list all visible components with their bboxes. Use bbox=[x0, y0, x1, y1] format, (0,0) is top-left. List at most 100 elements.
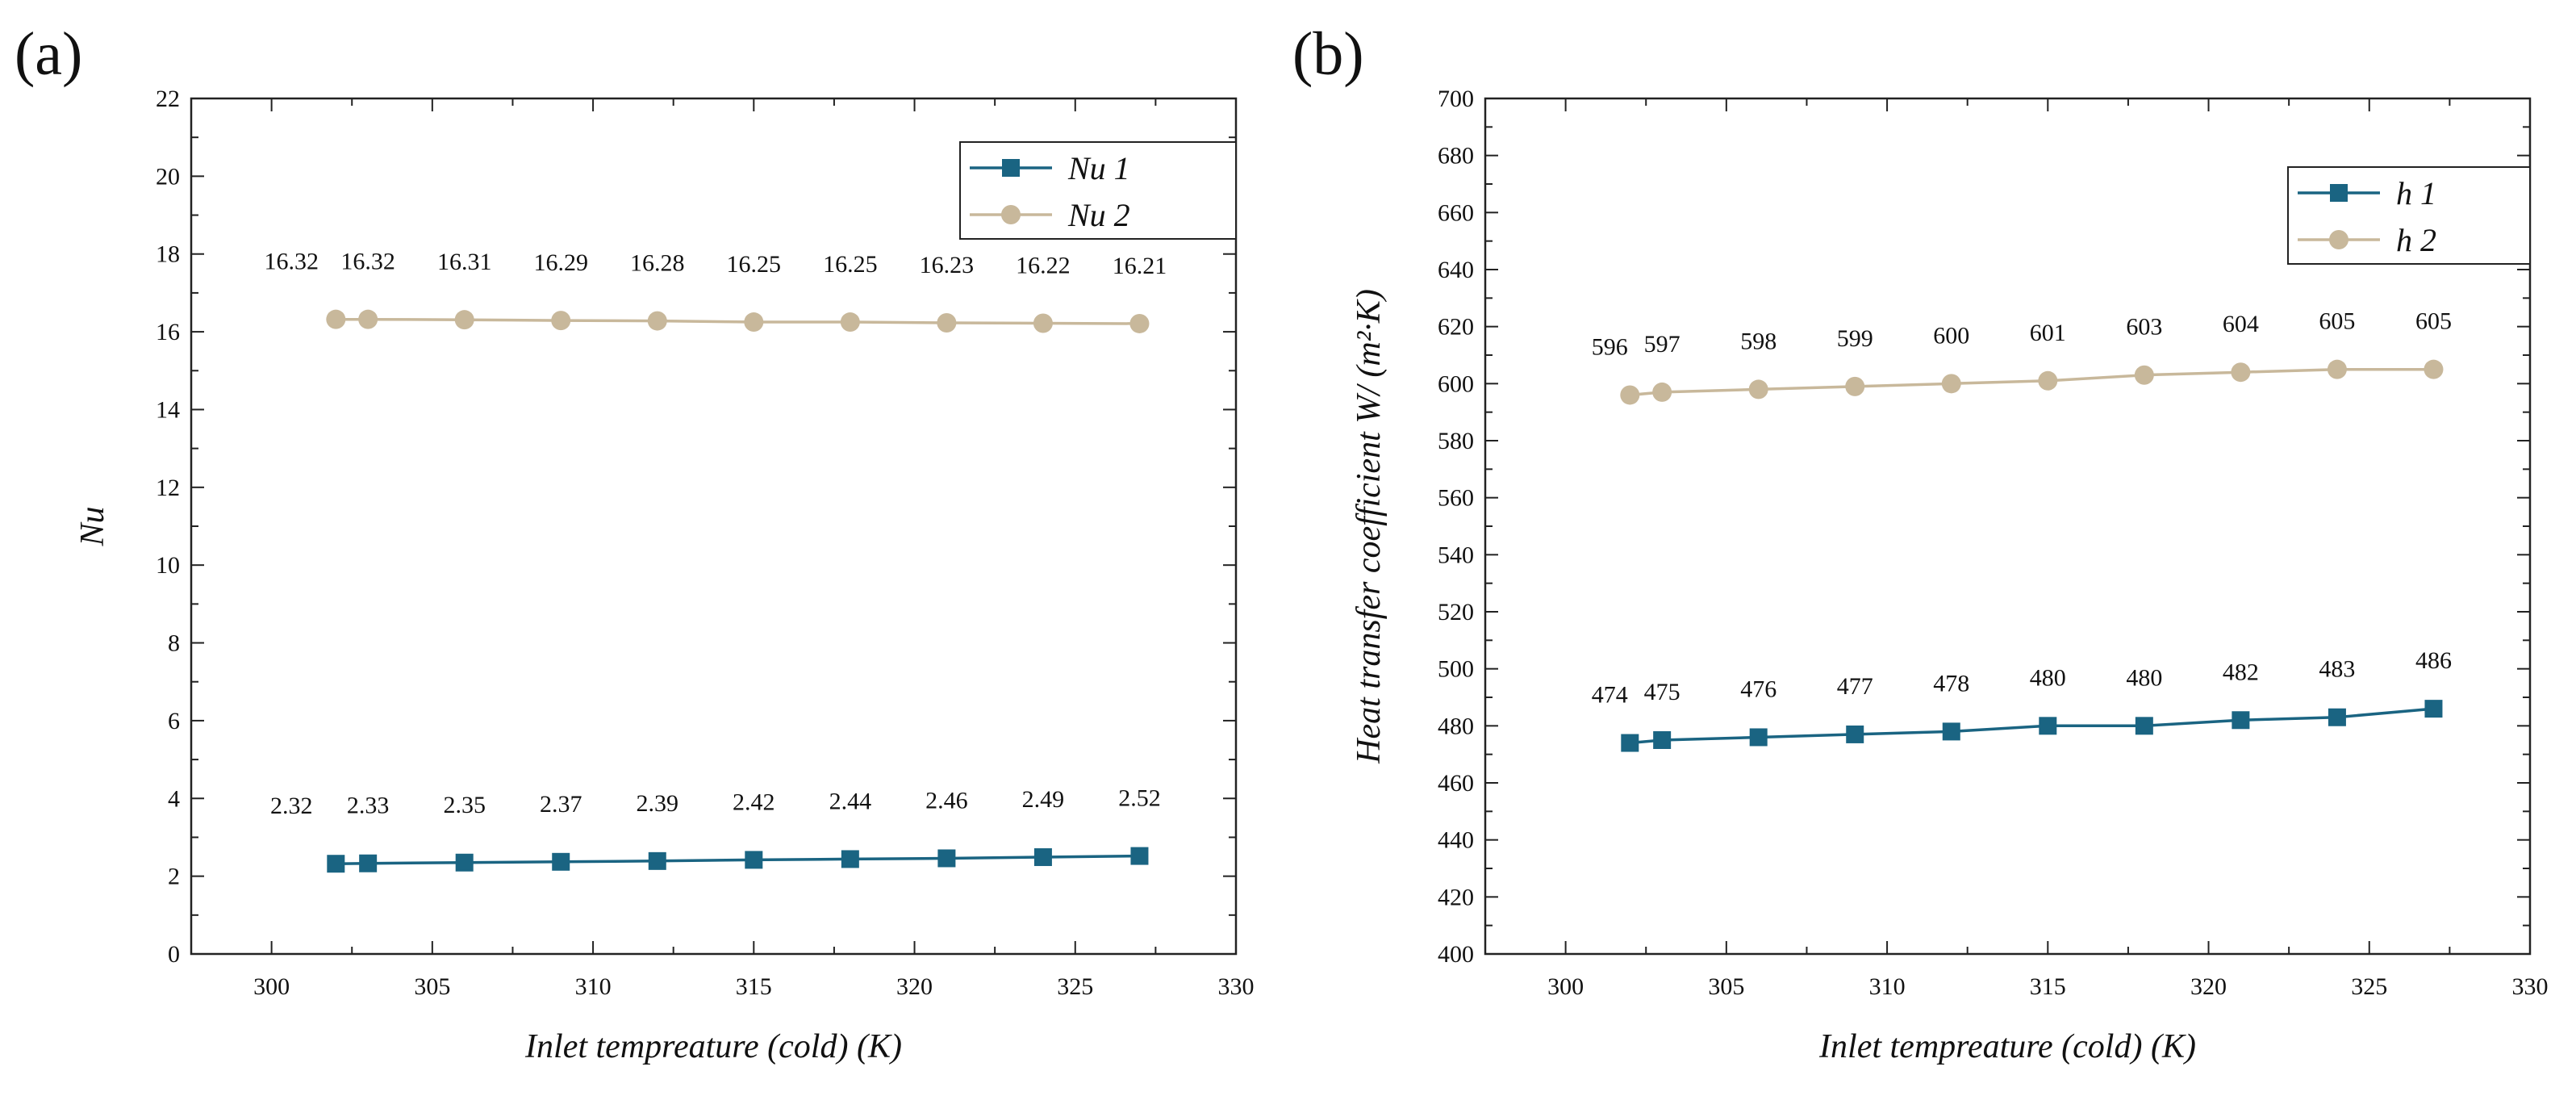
y-tick-label: 460 bbox=[1438, 770, 1474, 797]
data-label: 480 bbox=[2030, 664, 2066, 691]
data-label: 486 bbox=[2415, 647, 2452, 674]
y-tick-label: 660 bbox=[1438, 199, 1474, 226]
y-axis-title: Heat transfer coefficient W/ (m²·K) bbox=[1351, 289, 1388, 764]
y-tick-label: 400 bbox=[1438, 941, 1474, 968]
data-label: 2.37 bbox=[540, 791, 582, 818]
data-label: 16.22 bbox=[1016, 252, 1071, 278]
series-line-0 bbox=[1630, 707, 2434, 745]
legend-label: Nu 2 bbox=[1067, 197, 1130, 233]
y-tick-label: 20 bbox=[156, 163, 180, 190]
data-point-square bbox=[1130, 847, 1149, 865]
data-point-circle bbox=[2134, 365, 2154, 385]
data-point-circle bbox=[1620, 385, 1640, 405]
x-tick-label: 315 bbox=[736, 973, 772, 1000]
data-label: 16.25 bbox=[727, 251, 782, 278]
y-tick-label: 18 bbox=[156, 241, 180, 268]
y-tick-label: 700 bbox=[1438, 86, 1474, 112]
y-tick-label: 440 bbox=[1438, 827, 1474, 854]
data-label: 16.23 bbox=[920, 252, 975, 278]
y-axis-title: Nu bbox=[74, 506, 111, 546]
y-tick-label: 680 bbox=[1438, 143, 1474, 169]
x-tick-label: 320 bbox=[2190, 973, 2227, 1000]
data-point-circle bbox=[937, 313, 957, 333]
legend: Nu 1 Nu 2 bbox=[959, 141, 1237, 240]
data-point-circle bbox=[647, 311, 667, 331]
data-point-square bbox=[2328, 708, 2346, 726]
legend-label: Nu 1 bbox=[1067, 150, 1130, 186]
data-label: 598 bbox=[1740, 328, 1776, 354]
x-tick-label: 300 bbox=[1547, 973, 1584, 1000]
panel-label: (a) bbox=[15, 20, 82, 88]
data-point-circle bbox=[2231, 362, 2251, 383]
y-tick-label: 500 bbox=[1438, 656, 1474, 683]
y-tick-label: 6 bbox=[168, 708, 180, 734]
data-point-square bbox=[1653, 731, 1672, 749]
x-tick-label: 330 bbox=[2512, 973, 2549, 1000]
data-label: 2.46 bbox=[925, 787, 968, 814]
legend-marker-square bbox=[2330, 184, 2348, 202]
data-label: 599 bbox=[1837, 325, 1873, 352]
data-label: 480 bbox=[2126, 664, 2162, 691]
y-tick-label: 640 bbox=[1438, 257, 1474, 283]
data-point-circle bbox=[1941, 374, 1961, 394]
y-tick-label: 480 bbox=[1438, 713, 1474, 739]
y-tick-label: 620 bbox=[1438, 314, 1474, 341]
data-label: 2.39 bbox=[637, 790, 679, 817]
data-point-square bbox=[327, 855, 345, 873]
y-tick-label: 12 bbox=[156, 475, 180, 501]
legend-marker-circle bbox=[1001, 205, 1021, 224]
data-label: 596 bbox=[1592, 333, 1628, 360]
data-point-square bbox=[455, 853, 474, 872]
data-point-square bbox=[2232, 711, 2250, 730]
data-label: 474 bbox=[1592, 682, 1628, 709]
data-point-circle bbox=[454, 310, 474, 330]
y-tick-label: 14 bbox=[156, 396, 180, 423]
x-tick-label: 325 bbox=[2351, 973, 2387, 1000]
data-label: 16.21 bbox=[1113, 253, 1167, 279]
x-tick-label: 305 bbox=[414, 973, 450, 1000]
data-point-square bbox=[937, 849, 956, 868]
legend-label: h 2 bbox=[2396, 222, 2436, 258]
data-point-circle bbox=[551, 311, 571, 331]
panel-b: 400 420 440 460 480 500 520 540 560 580 600 620 640 6… bbox=[1292, 20, 2549, 1065]
data-label: 605 bbox=[2319, 308, 2355, 335]
legend-marker-circle bbox=[2329, 230, 2348, 249]
x-tick-label: 305 bbox=[1708, 973, 1744, 1000]
y-tick-label: 22 bbox=[156, 86, 180, 112]
legend: h 1h 2 bbox=[2287, 166, 2531, 265]
x-tick-label: 320 bbox=[896, 973, 933, 1000]
y-tick-label: 2 bbox=[168, 864, 180, 890]
series-line-1 bbox=[1630, 367, 2434, 397]
data-label: 605 bbox=[2415, 308, 2452, 335]
data-label: 475 bbox=[1644, 679, 1680, 705]
data-point-circle bbox=[1652, 382, 1672, 402]
y-tick-label: 540 bbox=[1438, 542, 1474, 568]
y-tick-label: 10 bbox=[156, 552, 180, 579]
data-point-circle bbox=[2424, 359, 2444, 379]
data-point-square bbox=[2039, 717, 2057, 735]
x-axis-title: Inlet tempreature (cold) (K) bbox=[1818, 1028, 2196, 1065]
y-tick-label: 560 bbox=[1438, 485, 1474, 512]
data-point-square bbox=[1033, 848, 1052, 867]
data-label: 16.31 bbox=[437, 249, 492, 275]
data-point-square bbox=[648, 851, 666, 870]
data-label: 16.25 bbox=[823, 251, 878, 278]
y-tick-label: 580 bbox=[1438, 428, 1474, 454]
legend-marker-square bbox=[1002, 159, 1020, 177]
series-line-1 bbox=[336, 317, 1140, 325]
y-tick-label: 16 bbox=[156, 319, 180, 345]
data-point-circle bbox=[1748, 379, 1768, 400]
data-label: 478 bbox=[1933, 670, 1969, 697]
data-point-square bbox=[745, 851, 763, 869]
data-point-square bbox=[1621, 734, 1639, 752]
legend-box bbox=[2287, 166, 2531, 265]
x-tick-label: 315 bbox=[2030, 973, 2066, 1000]
data-label: 603 bbox=[2126, 314, 2162, 341]
x-tick-label: 310 bbox=[1869, 973, 1906, 1000]
data-label: 601 bbox=[2030, 320, 2066, 346]
data-point-square bbox=[1942, 722, 1960, 741]
data-label: 2.32 bbox=[270, 793, 313, 819]
data-point-circle bbox=[840, 312, 860, 333]
data-label: 16.28 bbox=[630, 250, 685, 277]
